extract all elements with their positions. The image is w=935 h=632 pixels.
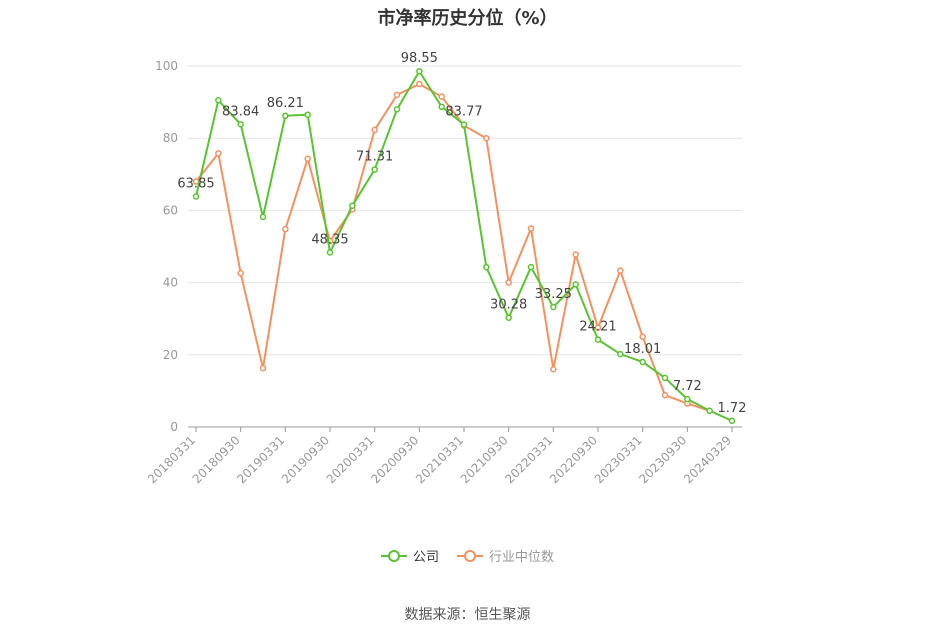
data-point-company xyxy=(460,121,468,128)
data-point-company xyxy=(371,166,378,173)
data-labels: 63.85 83.84 86.21 48.35 71.31 98.55 83.77 30.28… xyxy=(177,51,746,416)
y-tick-label: 20 xyxy=(163,348,178,362)
data-label: 7.72 xyxy=(673,379,702,394)
data-point-industry xyxy=(237,269,244,277)
data-point-company xyxy=(215,97,222,104)
legend-item-industry[interactable]: 行业中位数 xyxy=(457,546,554,565)
chart-title: 市净率历史分位（%） xyxy=(377,8,558,29)
data-label: 86.21 xyxy=(267,96,304,111)
data-point-industry xyxy=(215,150,222,157)
y-tick-label: 100 xyxy=(155,59,178,73)
x-tick-label: 20200331 xyxy=(324,433,377,486)
data-point-industry xyxy=(304,155,311,163)
data-point-industry xyxy=(661,391,669,399)
data-point-industry xyxy=(438,93,445,100)
data-point-company xyxy=(617,350,624,358)
data-point-company xyxy=(572,281,579,288)
data-point-industry xyxy=(371,126,378,134)
data-point-company xyxy=(483,263,490,271)
data-label: 98.55 xyxy=(401,51,438,66)
data-point-industry xyxy=(282,225,289,233)
data-label: 48.35 xyxy=(311,232,348,247)
data-point-company xyxy=(505,314,512,321)
x-tick-label: 20210331 xyxy=(413,433,466,486)
series-line-industry xyxy=(195,83,710,412)
legend-label-company: 公司 xyxy=(412,550,439,565)
data-point-industry xyxy=(617,267,624,274)
y-tick-label: 40 xyxy=(163,276,178,290)
data-point-company xyxy=(550,303,557,311)
data-label: 83.77 xyxy=(445,105,482,120)
data-point-company xyxy=(661,374,669,382)
legend-swatch-industry xyxy=(457,549,483,563)
legend-item-company[interactable]: 公司 xyxy=(380,546,439,565)
data-point-company xyxy=(594,336,602,343)
data-point-company xyxy=(237,121,244,128)
data-label: 63.85 xyxy=(177,177,214,192)
data-point-company xyxy=(527,263,535,271)
x-tick-label: 20190930 xyxy=(279,433,332,486)
data-point-industry xyxy=(393,91,401,99)
y-tick-label: 0 xyxy=(170,420,178,434)
data-point-industry xyxy=(259,364,267,372)
data-point-company xyxy=(304,111,311,118)
data-point-company xyxy=(684,395,691,403)
data-point-company xyxy=(706,407,713,415)
x-tick-label: 20230331 xyxy=(592,433,645,486)
legend-label-industry: 行业中位数 xyxy=(489,550,555,565)
x-tick-label: 20190331 xyxy=(234,433,287,486)
data-point-industry xyxy=(483,134,490,142)
x-tick-label: 20210930 xyxy=(458,433,511,486)
y-tick-label: 60 xyxy=(163,203,178,217)
data-point-industry xyxy=(527,225,535,232)
data-point-company xyxy=(282,112,289,120)
y-tick-label: 80 xyxy=(163,131,178,145)
data-point-industry xyxy=(416,80,423,88)
data-label: 24.21 xyxy=(579,320,616,335)
axes: 0 20 40 60 80 100 2018033120180930201903312019… xyxy=(145,59,742,486)
data-label: 83.84 xyxy=(222,104,259,119)
data-label: 18.01 xyxy=(624,342,661,357)
data-point-industry xyxy=(594,324,602,331)
data-point-company xyxy=(393,106,401,113)
data-label: 30.28 xyxy=(490,298,527,313)
legend: 公司 行业中位数 xyxy=(0,546,935,565)
legend-swatch-company xyxy=(380,549,407,563)
x-tick-label: 20180930 xyxy=(190,433,243,486)
data-label: 33.25 xyxy=(535,287,572,302)
x-tick-label: 20180331 xyxy=(145,433,198,486)
x-tick-label: 20200930 xyxy=(368,433,421,486)
data-point-industry xyxy=(572,251,579,258)
data-point-company xyxy=(416,67,423,75)
x-tick-label: 20220331 xyxy=(502,433,555,486)
data-point-company xyxy=(326,249,334,256)
x-tick-label: 20220930 xyxy=(547,433,600,486)
data-point-company xyxy=(192,193,200,200)
data-point-industry xyxy=(505,279,512,286)
x-tick-label: 20230930 xyxy=(636,433,689,486)
data-point-company xyxy=(639,358,646,366)
data-label: 1.72 xyxy=(718,401,747,416)
data-point-company xyxy=(349,202,356,209)
data-point-industry xyxy=(550,365,557,373)
x-tick-label: 20240329 xyxy=(681,433,734,486)
data-point-company xyxy=(728,417,736,425)
data-point-company xyxy=(438,103,445,111)
data-point-industry xyxy=(639,333,646,340)
series xyxy=(192,67,736,425)
data-label: 71.31 xyxy=(356,150,393,165)
data-point-company xyxy=(259,213,267,221)
data-source: 数据来源：恒生聚源 xyxy=(404,607,531,623)
